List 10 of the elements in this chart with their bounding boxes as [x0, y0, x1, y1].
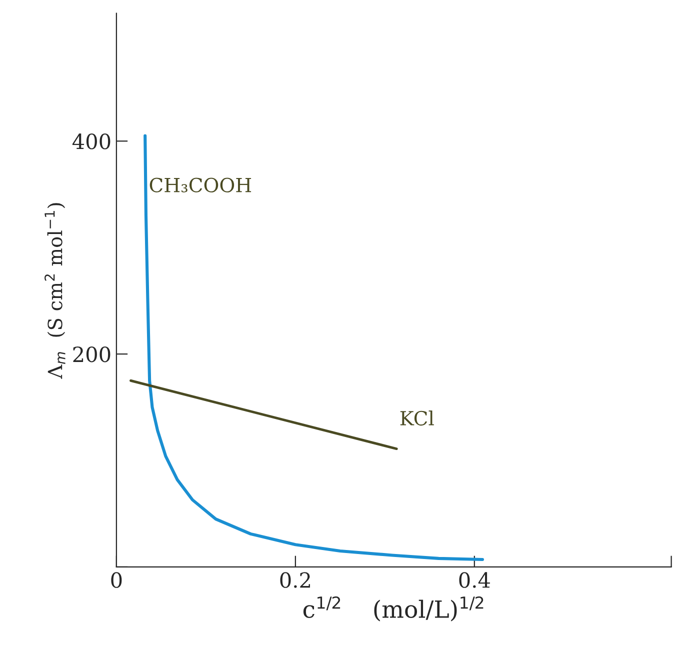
y-tick-label: 400: [72, 134, 110, 150]
x-tick-label: 0: [111, 572, 122, 588]
y-tick-label: 200: [73, 346, 110, 362]
annotation: KCl: [400, 410, 434, 426]
x-tick-label: 0.2: [280, 572, 310, 588]
annotation: CH₃COOH: [150, 178, 252, 192]
text: c$^{1/2}$ (mol/L)$^{1/2}$: [303, 596, 484, 622]
line-series: [144, 134, 484, 562]
x-tick-label: 0.4: [459, 572, 490, 588]
y-axis-title: Λ$_{m}$ (S cm$^{2}$ mol$^{−1}$): [44, 203, 66, 379]
